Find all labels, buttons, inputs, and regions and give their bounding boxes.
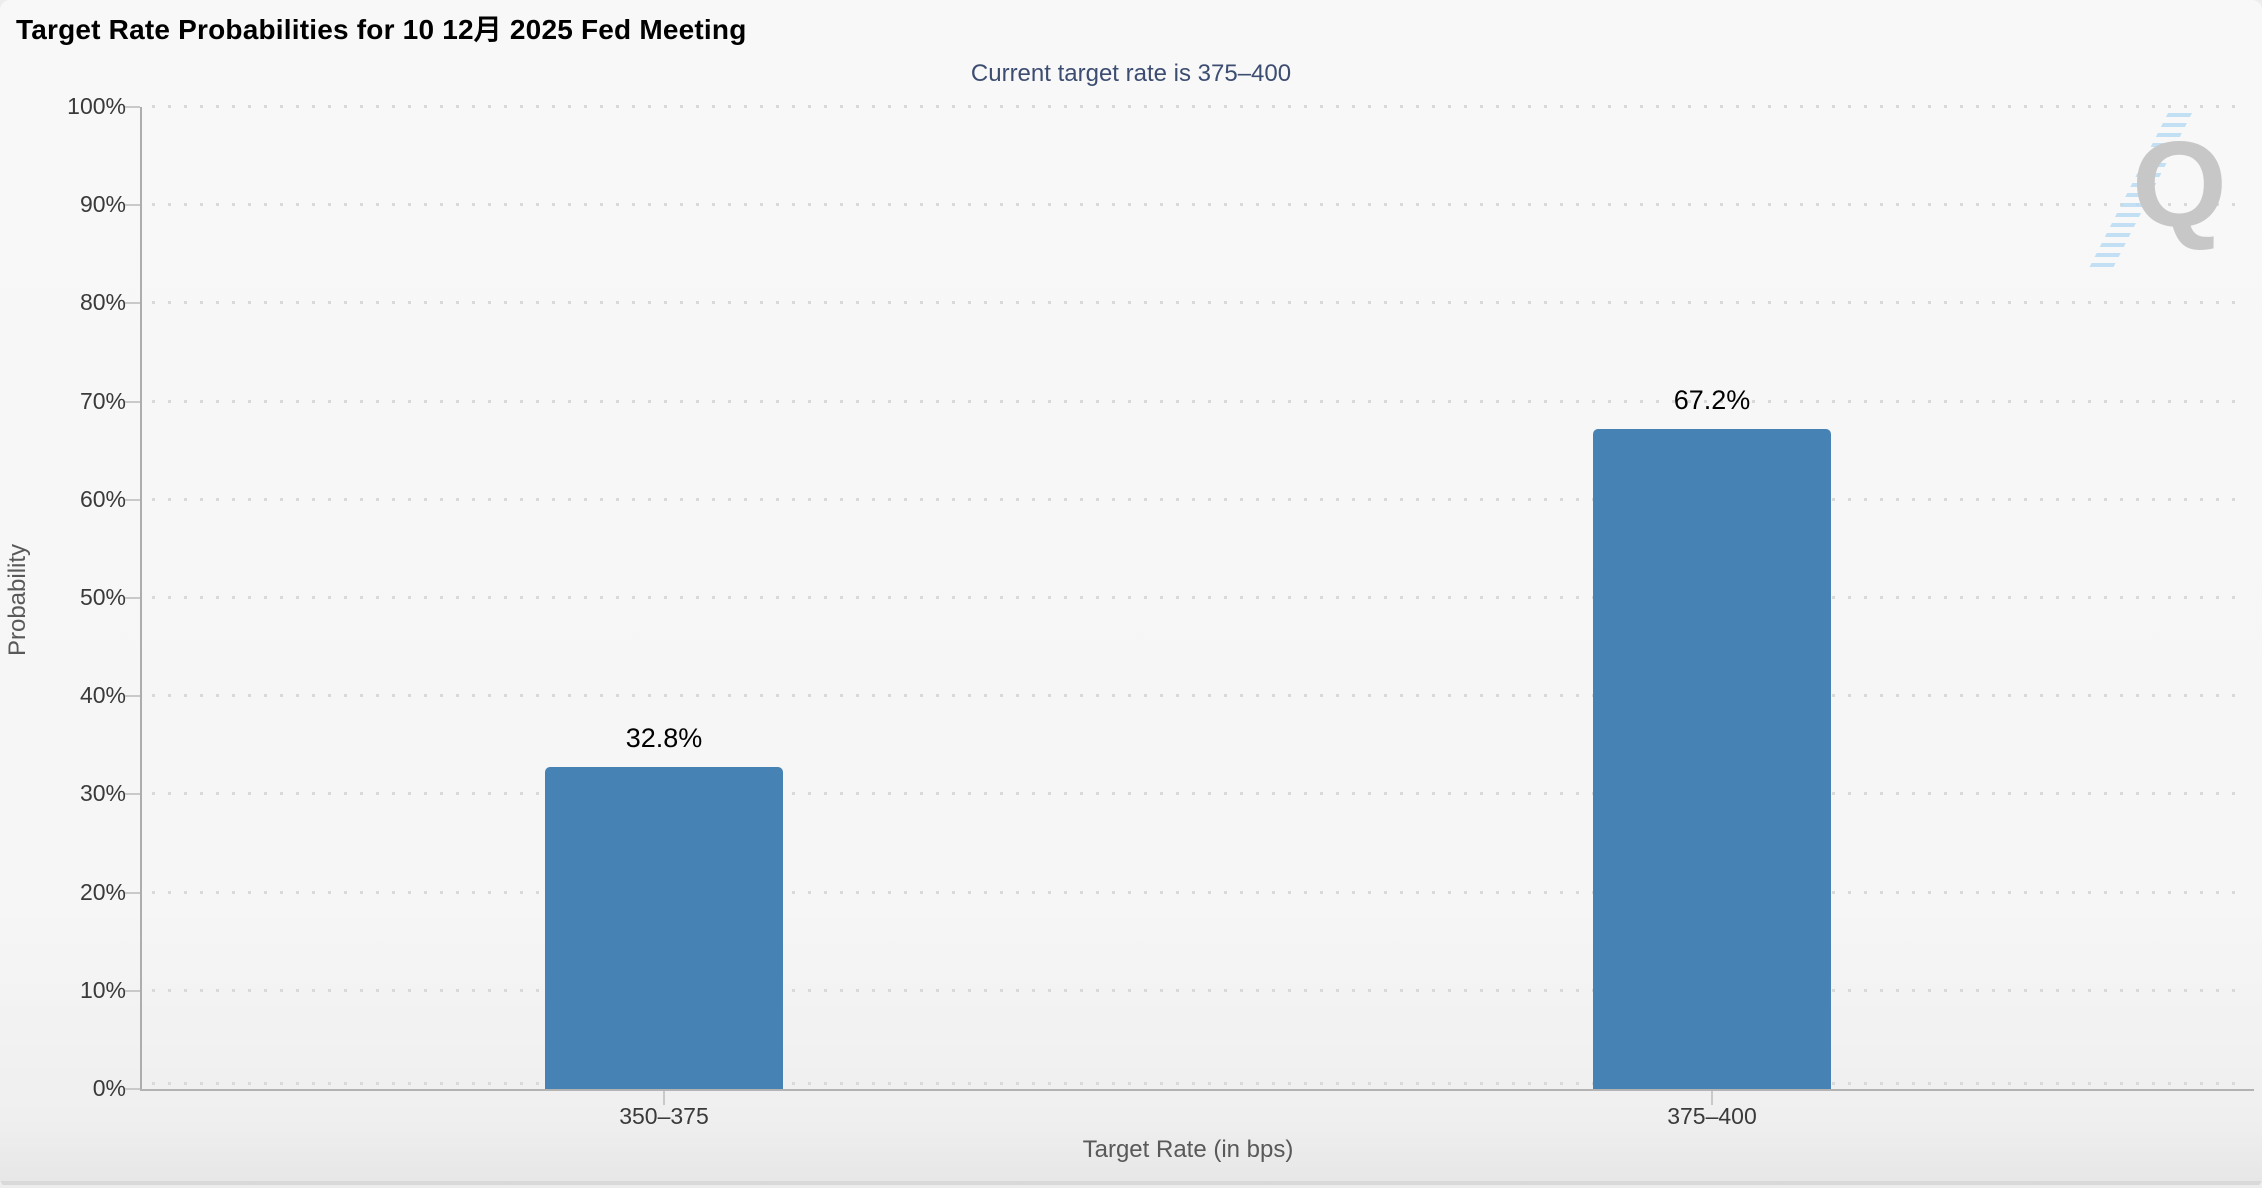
x-axis-tick-label: 375–400	[1667, 1103, 1757, 1129]
y-axis-tick-label: 70%	[79, 388, 126, 414]
footer-strip	[0, 1185, 2262, 1188]
y-gridline	[152, 989, 2240, 992]
y-gridline	[152, 596, 2240, 599]
y-gridline	[152, 694, 2240, 697]
y-axis-tick	[124, 302, 140, 304]
y-axis-tick	[124, 401, 140, 403]
y-gridline	[152, 203, 2240, 206]
y-axis-tick-label: 40%	[79, 682, 126, 708]
y-axis-tick	[124, 990, 140, 992]
x-axis-line	[140, 1089, 2254, 1091]
y-gridline	[152, 1082, 2240, 1085]
y-axis-tick-label: 20%	[79, 879, 126, 905]
probability-bar[interactable]	[1593, 429, 1831, 1089]
y-axis-tick-label: 30%	[79, 780, 126, 806]
y-axis-tick	[124, 204, 140, 206]
y-axis-tick-label: 60%	[79, 486, 126, 512]
footer-divider	[0, 1181, 2262, 1185]
x-axis-tick	[663, 1091, 665, 1105]
hamburger-menu-button[interactable]	[2192, 22, 2228, 52]
x-axis-tick-label: 350–375	[619, 1103, 709, 1129]
y-axis-tick-label: 100%	[67, 93, 126, 119]
watermark-q-logo: Q	[2132, 116, 2227, 252]
y-gridline	[152, 105, 2240, 108]
y-gridline	[152, 400, 2240, 403]
bar-value-label: 32.8%	[625, 723, 703, 753]
y-axis-tick-label: 80%	[79, 289, 126, 315]
y-axis-tick-label: 50%	[79, 584, 126, 610]
y-gridline	[152, 891, 2240, 894]
chart-title: Target Rate Probabilities for 10 12月 202…	[16, 14, 747, 45]
y-axis-tick	[124, 892, 140, 894]
y-axis-line	[140, 107, 142, 1090]
chart-subtitle: Current target rate is 375–400	[970, 60, 1292, 87]
probability-bar[interactable]	[545, 767, 783, 1089]
y-gridline	[152, 498, 2240, 501]
y-axis-tick	[124, 1088, 140, 1090]
y-axis-tick	[124, 695, 140, 697]
y-axis-tick-label: 90%	[79, 191, 126, 217]
y-axis-tick	[124, 597, 140, 599]
y-axis-tick-label: 0%	[92, 1075, 126, 1101]
y-axis-tick	[124, 106, 140, 108]
x-axis-tick	[1711, 1091, 1713, 1105]
y-gridline	[152, 792, 2240, 795]
bar-value-label: 67.2%	[1673, 385, 1751, 415]
y-axis-tick	[124, 793, 140, 795]
y-axis-tick	[124, 499, 140, 501]
watermark-hatch-stripes	[2086, 113, 2192, 273]
y-gridline	[152, 301, 2240, 304]
y-axis-tick-label: 10%	[79, 977, 126, 1003]
x-axis-title: Target Rate (in bps)	[1082, 1136, 1294, 1163]
